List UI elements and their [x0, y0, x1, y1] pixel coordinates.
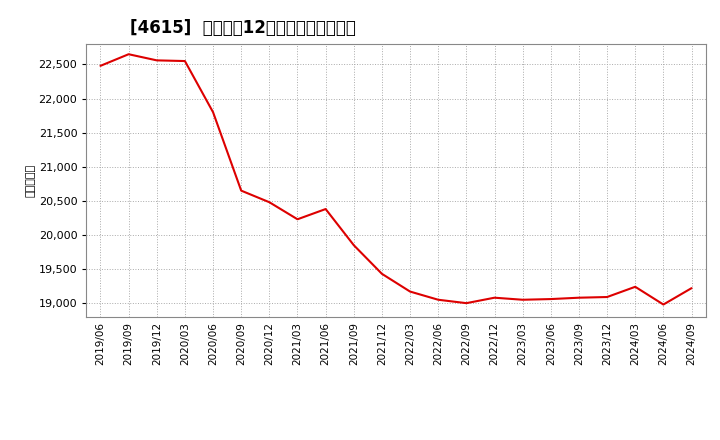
Text: [4615]  売上高の12か月移動合計の推移: [4615] 売上高の12か月移動合計の推移 [130, 19, 356, 37]
Y-axis label: （百万円）: （百万円） [26, 164, 36, 197]
